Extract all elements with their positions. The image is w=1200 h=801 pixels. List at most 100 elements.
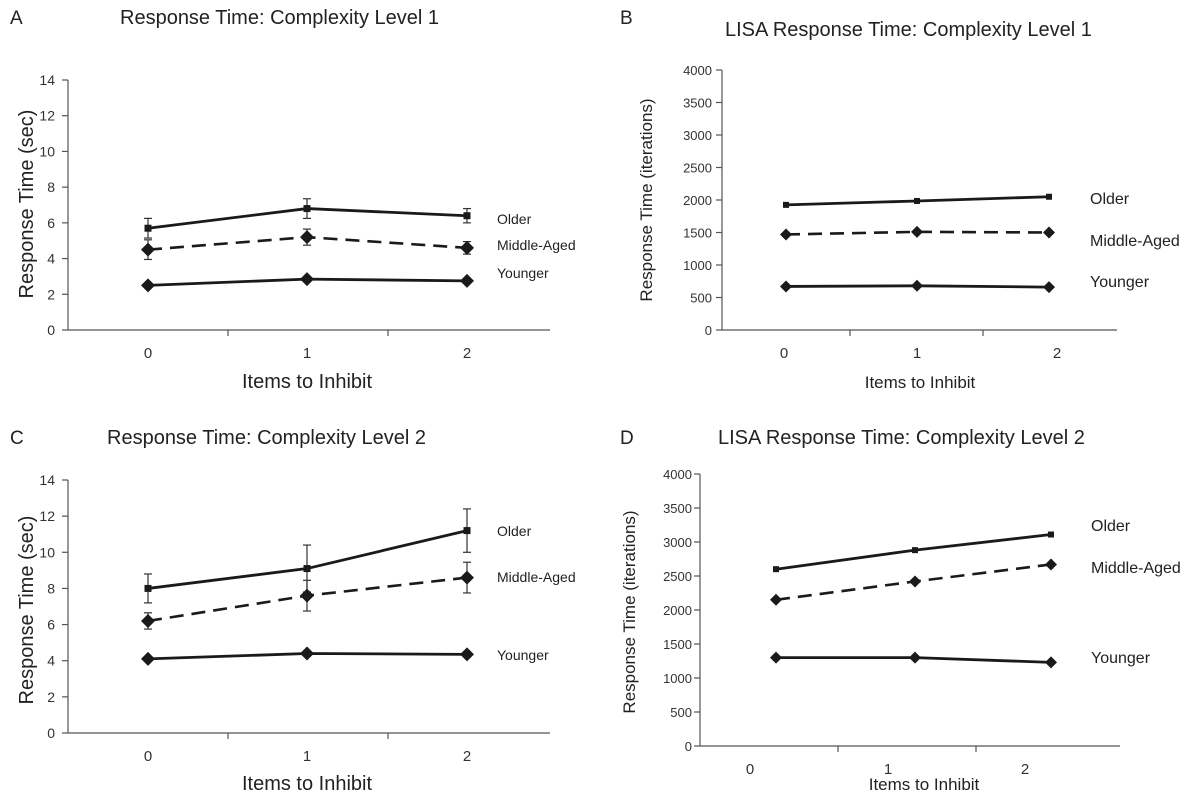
panel-a-series-younger-point [460, 273, 474, 288]
panel-c-ytick-label: 10 [39, 544, 55, 560]
panel-a-x-axis-title: Items to Inhibit [242, 371, 373, 393]
panel-d-series-middle-aged-point [909, 575, 921, 588]
panel-b-ytick-label: 500 [690, 291, 712, 306]
panel-d-xtick-label: 0 [746, 761, 754, 778]
panel-c-xtick-label: 2 [463, 748, 471, 765]
panel-d-series-younger-point [1045, 656, 1057, 669]
panel-c-ytick-label: 8 [47, 580, 55, 596]
panel-c-series-older-point [463, 527, 471, 535]
panel-a-ytick-label: 8 [47, 179, 55, 195]
panel-b-ytick-label: 2000 [683, 193, 712, 208]
panel-c-series-older-point [144, 584, 152, 592]
panel-d-series-older-point [912, 547, 918, 554]
panel-c-x-axis-title: Items to Inhibit [242, 773, 373, 795]
panel-c-xtick-label: 1 [303, 748, 311, 765]
panel-c-ytick-label: 2 [47, 689, 55, 705]
panel-b-letter: B [620, 8, 633, 29]
panel-a-ytick-label: 12 [39, 108, 55, 124]
panel-c-series-younger-label: Younger [497, 647, 549, 663]
panel-b-series-younger-label: Younger [1090, 274, 1150, 291]
panel-c-series-older-label: Older [497, 523, 532, 539]
panel-a-series-middle-aged-point [141, 242, 155, 257]
panel-c-ytick-label: 12 [39, 508, 55, 524]
panel-a-series-older-label: Older [497, 211, 532, 227]
panel-c-title: Response Time: Complexity Level 2 [107, 427, 426, 449]
panel-d-title: LISA Response Time: Complexity Level 2 [718, 427, 1085, 449]
panel-b-y-axis-title: Response Time (iterations) [637, 98, 656, 301]
panel-c-series-middle-aged-point [460, 570, 474, 585]
panel-d-series-middle-aged-point [1045, 558, 1057, 571]
panel-d-x-axis-title: Items to Inhibit [869, 775, 980, 794]
panel-b-series-older-point [1046, 193, 1052, 200]
panel-b-series-middle-aged-label: Middle-Aged [1090, 233, 1180, 250]
panel-d-ytick-label: 1000 [663, 671, 692, 686]
panel-d-ytick-label: 4000 [663, 467, 692, 482]
panel-a-series-younger-label: Younger [497, 265, 549, 281]
panel-c-series-middle-aged-point [300, 588, 314, 603]
panel-b-ytick-label: 4000 [683, 63, 712, 78]
panel-d-series-younger-point [770, 651, 782, 664]
panel-a-series-older-point [303, 205, 311, 213]
panel-c-series-middle-aged-point [141, 613, 155, 628]
panel-a-ytick-label: 14 [39, 72, 55, 88]
panel-d-ytick-label: 2000 [663, 603, 692, 618]
panel-d-ytick-label: 2500 [663, 569, 692, 584]
panel-b-series-middle-aged-point [911, 225, 923, 238]
panel-a-ytick-label: 0 [47, 322, 55, 338]
panel-c-ytick-label: 4 [47, 653, 55, 669]
panel-d-ytick-label: 500 [670, 705, 692, 720]
panel-a-xtick-label: 2 [463, 345, 471, 362]
panel-c-series-younger-point [300, 646, 314, 661]
panel-a-letter: A [10, 8, 23, 29]
panel-c-series-middle-aged-label: Middle-Aged [497, 569, 576, 585]
panel-d-y-axis-title: Response Time (iterations) [620, 510, 639, 713]
panel-a-series-middle-aged-label: Middle-Aged [497, 237, 576, 253]
panel-d-ytick-label: 0 [685, 739, 692, 754]
panel-c-letter: C [10, 428, 24, 449]
panel-a-ytick-label: 6 [47, 215, 55, 231]
panel-b-series-younger-point [1043, 281, 1055, 294]
panel-a-y-axis-title: Response Time (sec) [16, 110, 38, 299]
panel-b-series-middle-aged-point [1043, 226, 1055, 239]
panel-a-series-middle-aged-point [460, 240, 474, 255]
panel-b-ytick-label: 3500 [683, 96, 712, 111]
panel-b-ytick-label: 3000 [683, 128, 712, 143]
panel-a-title: Response Time: Complexity Level 1 [120, 7, 439, 29]
panel-a-series-middle-aged-point [300, 230, 314, 245]
panel-c-ytick-label: 14 [39, 472, 55, 488]
panel-a-xtick-label: 1 [303, 345, 311, 362]
panel-a-ytick-label: 10 [39, 143, 55, 159]
panel-c-y-axis-title: Response Time (sec) [16, 516, 38, 705]
panel-b-xtick-label: 2 [1053, 345, 1061, 362]
panel-b-series-younger-point [911, 279, 923, 292]
panel-b-ytick-label: 1500 [683, 226, 712, 241]
panel-a-ytick-label: 2 [47, 286, 55, 302]
panel-b-series-middle-aged-point [780, 228, 792, 241]
panel-c-xtick-label: 0 [144, 748, 152, 765]
panel-d-xtick-label: 1 [884, 761, 892, 778]
panel-a-ytick-label: 4 [47, 251, 55, 267]
panel-b-x-axis-title: Items to Inhibit [865, 373, 976, 392]
panel-d-xtick-label: 2 [1021, 761, 1029, 778]
panel-a-series-older-point [144, 224, 152, 232]
panel-c-series-older-point [303, 565, 311, 573]
panel-d-series-younger-point [909, 651, 921, 664]
panel-c-series-younger-point [141, 651, 155, 666]
panel-d-ytick-label: 3500 [663, 501, 692, 516]
panel-b-series-older-point [783, 201, 789, 208]
panel-b-ytick-label: 0 [705, 323, 712, 338]
panel-b-ytick-label: 1000 [683, 258, 712, 273]
panel-d-ytick-label: 3000 [663, 535, 692, 550]
panel-c-ytick-label: 6 [47, 617, 55, 633]
panel-b-title: LISA Response Time: Complexity Level 1 [725, 19, 1092, 41]
panel-d-series-older-point [773, 566, 779, 573]
panel-c-series-younger-point [460, 647, 474, 662]
panel-b-xtick-label: 1 [913, 345, 921, 362]
panel-d-series-middle-aged-point [770, 593, 782, 606]
panel-a-series-older-point [463, 212, 471, 220]
panel-b-series-older-label: Older [1090, 191, 1130, 208]
panel-c-ytick-label: 0 [47, 725, 55, 741]
panel-b-series-older-point [914, 197, 920, 204]
panel-b-xtick-label: 0 [780, 345, 788, 362]
